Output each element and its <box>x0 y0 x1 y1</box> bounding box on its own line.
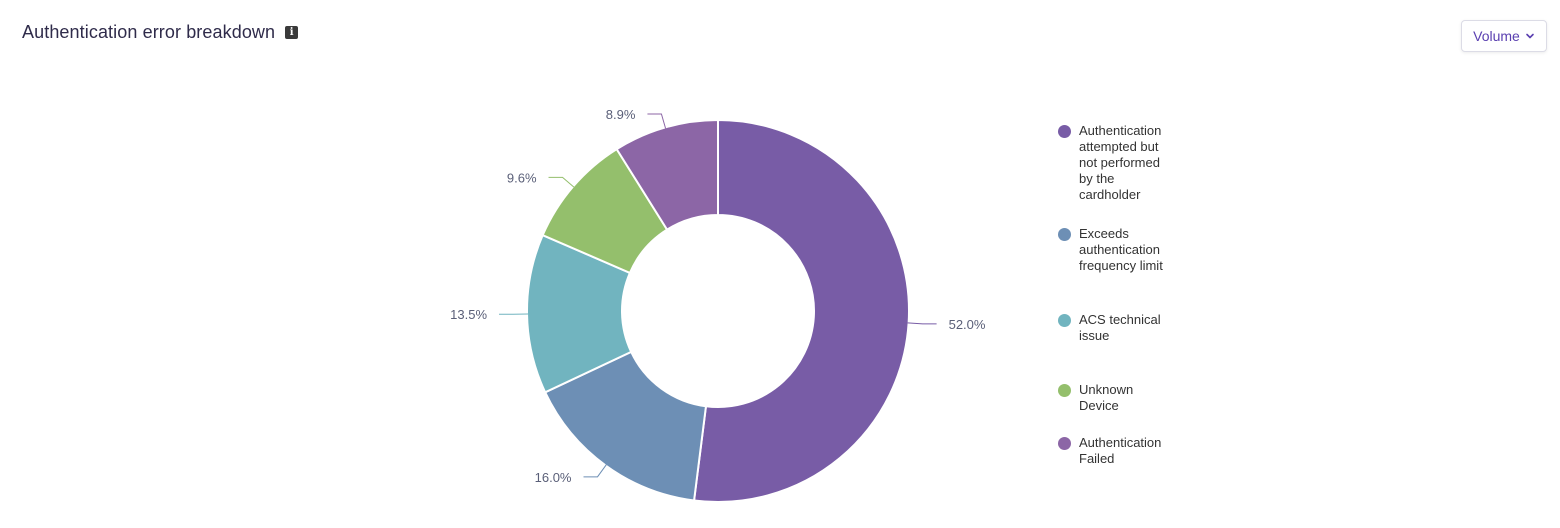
legend-item[interactable]: Authentication attempted but not perform… <box>1058 123 1198 203</box>
legend-label: Unknown Device <box>1079 382 1134 413</box>
donut-chart: 52.0% 16.0% 13.5% 9.6% 8.9% <box>450 107 986 503</box>
leader-line <box>583 464 607 478</box>
data-label: 9.6% <box>507 170 537 185</box>
chart-header: Authentication error breakdown i <box>22 22 299 43</box>
chevron-down-icon <box>1525 31 1535 41</box>
legend-dot <box>1058 314 1071 327</box>
leader-line <box>548 176 575 188</box>
metric-dropdown[interactable]: Volume <box>1461 20 1547 52</box>
legend-item[interactable]: Exceeds authentication frequency limit <box>1058 226 1198 274</box>
legend-dot <box>1058 125 1071 138</box>
legend-dot <box>1058 437 1071 450</box>
donut-slice[interactable] <box>543 350 708 502</box>
donut-slice[interactable] <box>526 233 633 394</box>
legend-item[interactable]: Unknown Device <box>1058 382 1198 414</box>
legend-item[interactable]: ACS technical issue <box>1058 312 1198 344</box>
info-icon[interactable]: i <box>285 26 299 39</box>
legend-dot <box>1058 228 1071 241</box>
legend-label: ACS technical issue <box>1079 312 1161 343</box>
dropdown-label: Volume <box>1473 28 1520 44</box>
legend-dot <box>1058 384 1071 397</box>
legend-label: Authentication attempted but not perform… <box>1079 123 1162 202</box>
donut-slice[interactable] <box>615 118 719 232</box>
data-label: 52.0% <box>949 317 986 332</box>
leader-line <box>907 322 937 325</box>
data-label: 13.5% <box>450 307 487 322</box>
leader-line <box>647 113 667 129</box>
legend-label: Authentication Failed <box>1079 435 1162 466</box>
legend-label: Exceeds authentication frequency limit <box>1079 226 1163 273</box>
data-label: 8.9% <box>606 107 636 122</box>
donut-slice[interactable] <box>692 118 910 503</box>
data-label: 16.0% <box>535 470 572 485</box>
page-title: Authentication error breakdown <box>22 22 276 42</box>
legend-item[interactable]: Authentication Failed <box>1058 435 1198 467</box>
